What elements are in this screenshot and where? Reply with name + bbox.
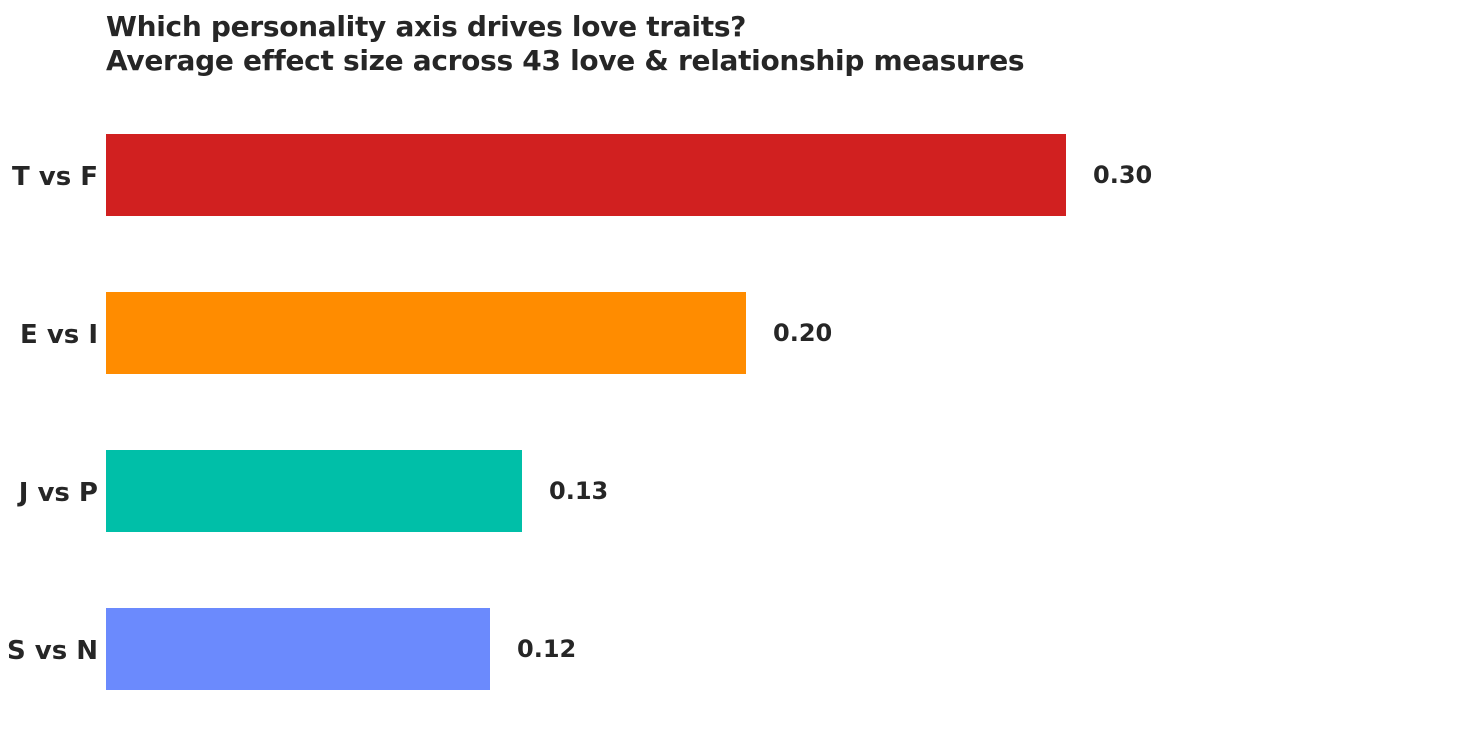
bar-s-vs-n xyxy=(106,608,490,690)
bar-t-vs-f xyxy=(106,134,1066,216)
value-label: 0.30 xyxy=(1093,161,1152,189)
bar-j-vs-p xyxy=(106,450,522,532)
category-label: S vs N xyxy=(7,636,98,666)
bar-e-vs-i xyxy=(106,292,746,374)
value-label: 0.20 xyxy=(773,319,832,347)
category-label: J vs P xyxy=(17,478,98,508)
chart-title: Which personality axis drives love trait… xyxy=(106,10,747,43)
value-label: 0.12 xyxy=(517,635,576,663)
chart-subtitle: Average effect size across 43 love & rel… xyxy=(106,44,1025,77)
chart-title-block: Which personality axis drives love trait… xyxy=(106,10,1406,78)
value-label: 0.13 xyxy=(549,477,608,505)
category-label: T vs F xyxy=(12,162,98,192)
category-label: E vs I xyxy=(20,320,98,350)
